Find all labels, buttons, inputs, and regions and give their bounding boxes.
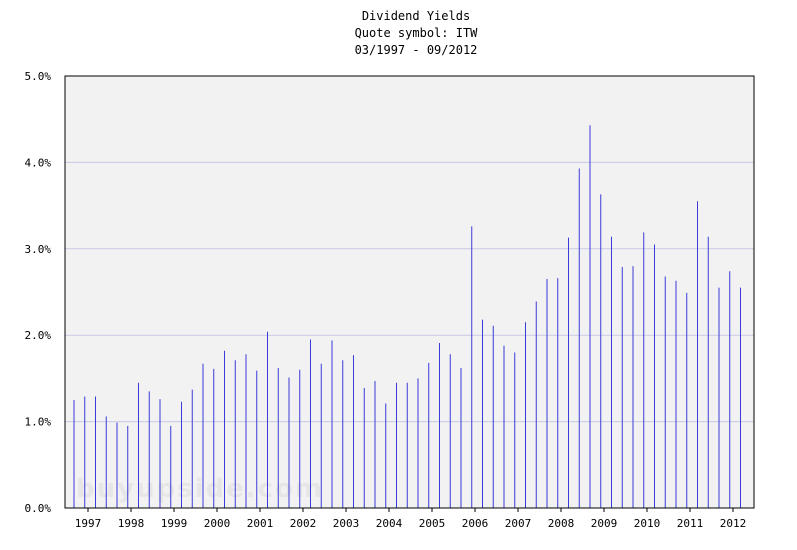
bar-series (73, 125, 741, 508)
y-tick-label: 2.0% (25, 329, 52, 342)
y-axis-labels: 0.0% 1.0% 2.0% 3.0% 4.0% 5.0% (25, 70, 52, 515)
x-tick-label: 2000 (204, 517, 231, 530)
x-tick-label: 1999 (161, 517, 188, 530)
x-tick-label: 2002 (290, 517, 317, 530)
plot-area (65, 76, 754, 508)
x-tick-label: 1997 (75, 517, 102, 530)
x-tick-label: 2012 (720, 517, 747, 530)
x-tick-label: 2009 (591, 517, 618, 530)
grid-lines (65, 161, 754, 423)
x-tick-label: 2006 (462, 517, 489, 530)
watermark-text: buyupside.com (76, 474, 324, 504)
y-tick-label: 5.0% (25, 70, 52, 83)
x-tick-label: 2004 (376, 517, 403, 530)
chart-title: Dividend Yields (362, 9, 470, 23)
y-tick-label: 1.0% (25, 416, 52, 429)
axes (64, 75, 755, 512)
y-tick-label: 4.0% (25, 156, 52, 169)
x-axis-labels: 1997 1998 1999 2000 2001 2002 2003 2004 2005 2006… (75, 517, 747, 530)
chart-subtitle: Quote symbol: ITW (355, 26, 479, 40)
x-tick-label: 2003 (333, 517, 360, 530)
x-tick-label: 1998 (118, 517, 145, 530)
chart-date-range: 03/1997 - 09/2012 (355, 43, 478, 57)
plot-frame (64, 75, 755, 509)
x-tick-label: 2005 (419, 517, 446, 530)
x-tick-label: 2001 (247, 517, 274, 530)
y-tick-label: 3.0% (25, 243, 52, 256)
x-tick-label: 2007 (505, 517, 532, 530)
x-tick-label: 2008 (548, 517, 575, 530)
x-tick-label: 2011 (677, 517, 704, 530)
x-tick-label: 2010 (634, 517, 661, 530)
y-tick-label: 0.0% (25, 502, 52, 515)
